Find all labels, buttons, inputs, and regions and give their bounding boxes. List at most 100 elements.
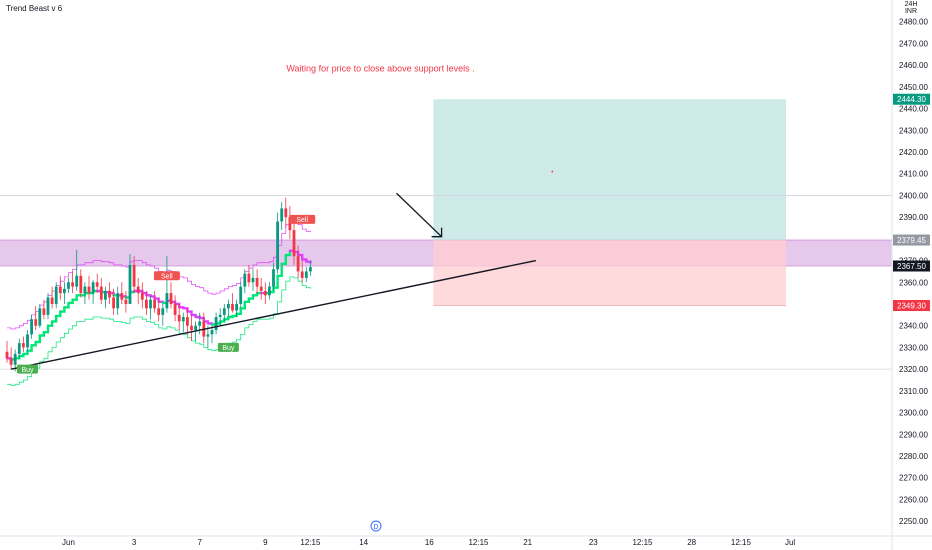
indicator-trend-segment: [284, 249, 292, 257]
candle-body: [288, 217, 292, 231]
y-tick-label: 2260.00: [899, 495, 928, 504]
candle-body: [5, 351, 9, 359]
y-tick-label: 2390.00: [899, 213, 928, 222]
y-tick-label: 2300.00: [899, 409, 928, 418]
x-tick-label: 12:15: [468, 538, 489, 547]
candle-body: [50, 297, 54, 304]
overlay-layer: Waiting for price to close above support…: [10, 64, 537, 532]
candle-body: [149, 299, 152, 309]
candle-body: [227, 304, 230, 309]
indicator-trend-segment: [280, 253, 287, 265]
candle-body: [304, 271, 308, 278]
candle-body: [124, 299, 128, 304]
signal-sell-label: Sell: [289, 214, 316, 224]
indicator-trend-segment: [276, 262, 283, 277]
candle-body: [206, 334, 210, 337]
indicator-trend-segment: [46, 320, 54, 327]
candle-body: [165, 293, 169, 309]
currency-prefix: 24H: [904, 1, 918, 8]
candle-body: [9, 358, 13, 365]
x-tick-label: Jun: [62, 538, 75, 547]
price-tag-bg: [893, 234, 930, 246]
x-tick-label: Jul: [785, 538, 795, 547]
candle-body: [108, 290, 111, 298]
candle-body: [145, 299, 148, 309]
y-tick-label: 2270.00: [899, 474, 928, 483]
candle-body: [235, 304, 238, 311]
y-tick-label: 2290.00: [899, 430, 928, 439]
candle-body: [218, 314, 222, 318]
indicator-trend-segment: [26, 344, 33, 352]
x-tick-label: 12:15: [731, 538, 752, 547]
candle-body: [67, 282, 70, 289]
y-tick-label: 2360.00: [899, 278, 928, 287]
candle-body: [263, 290, 267, 296]
indicator-trend-segment: [34, 334, 41, 344]
y-tick-label: 2400.00: [899, 191, 928, 200]
candle-body: [13, 353, 17, 365]
x-tick-label: 9: [263, 538, 268, 547]
candle-body: [63, 288, 66, 294]
candle-body: [42, 308, 46, 315]
price-tag-text: 2349.30: [897, 302, 926, 311]
y-tick-label: 2340.00: [899, 322, 928, 331]
candle-body: [169, 293, 173, 304]
candle-body: [153, 299, 156, 309]
currency-code: INR: [904, 8, 918, 15]
y-tick-label: 2410.00: [899, 170, 928, 179]
price-tag-text: 2444.30: [897, 95, 926, 104]
zones-layer: [0, 99, 892, 306]
indicator-trend-segment: [63, 301, 70, 309]
candle-body: [140, 293, 144, 300]
candles-layer: [5, 197, 312, 372]
target-zone: [433, 99, 786, 241]
x-tick-label: 12:15: [300, 538, 321, 547]
currency-label[interactable]: 24H INR: [896, 1, 926, 15]
candle-body: [83, 286, 87, 294]
x-tick-label: 28: [687, 538, 696, 547]
y-tick-label: 2280.00: [899, 452, 928, 461]
indicator-trend-segment: [305, 260, 312, 264]
zone-dot: [551, 170, 554, 173]
y-tick-label: 2330.00: [899, 343, 928, 352]
support-trendline: [10, 259, 537, 370]
candle-body: [177, 314, 181, 322]
indicator-trend-segment: [71, 294, 78, 301]
candle-body: [79, 275, 83, 294]
candle-body: [99, 286, 103, 300]
candle-body: [161, 308, 165, 315]
candle-body: [157, 308, 161, 315]
annotation-text: Waiting for price to close above support…: [286, 64, 474, 74]
candle-body: [87, 286, 91, 294]
candle-body: [280, 208, 284, 222]
y-tick-label: 2320.00: [899, 365, 928, 374]
y-tick-label: 2450.00: [899, 83, 928, 92]
stop-zone: [433, 240, 786, 306]
candle-body: [104, 290, 107, 300]
candle-body: [71, 282, 74, 287]
candle-body: [30, 319, 33, 335]
price-tag-bg: [893, 300, 930, 312]
y-tick-label: 2460.00: [899, 61, 928, 70]
price-tag: 2444.30: [893, 93, 930, 105]
candle-body: [26, 334, 29, 348]
x-tick-label: 7: [197, 538, 202, 547]
x-tick-label: 14: [359, 538, 368, 547]
indicator-trend-segment: [55, 310, 62, 318]
x-tick-label: 23: [589, 538, 598, 547]
x-tick-label: 12:15: [632, 538, 653, 547]
price-tag: 2379.45: [893, 234, 930, 246]
signal-buy-label: Buy: [17, 364, 38, 374]
signal-text: Sell: [161, 274, 173, 281]
candle-body: [251, 277, 255, 283]
indicator-trend-segment: [235, 307, 242, 315]
y-tick-label: 2310.00: [899, 387, 928, 396]
indicator-title: Trend Beast v 6: [6, 4, 63, 13]
indicator-trend-segment: [239, 300, 246, 310]
candle-body: [309, 267, 312, 272]
signal-badge: [17, 364, 38, 374]
candle-body: [132, 264, 136, 287]
candle-body: [222, 308, 226, 315]
candle-body: [276, 221, 279, 270]
